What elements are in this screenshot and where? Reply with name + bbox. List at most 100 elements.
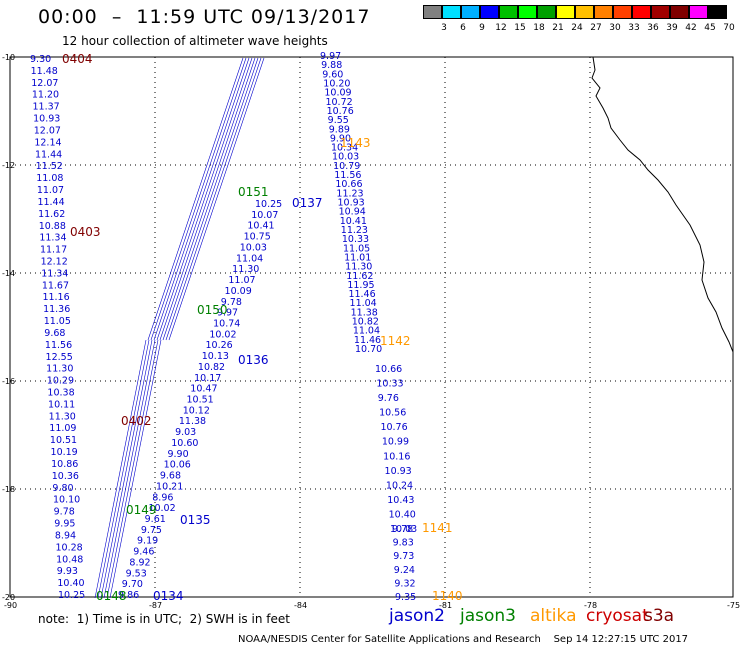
track-line [162, 57, 259, 341]
scale-label: 21 [552, 23, 564, 33]
wave-height-label: 9.03 [175, 427, 196, 438]
wave-height-label: 10.99 [382, 437, 409, 448]
track-line [153, 57, 250, 341]
wave-height-label: 9.32 [394, 578, 415, 589]
wave-height-label: 10.40 [389, 509, 416, 520]
wave-height-label: 11.04 [350, 298, 377, 309]
wave-height-label: 10.94 [339, 207, 366, 218]
wave-height-label: 9.70 [122, 579, 143, 590]
wave-height-label: 10.72 [325, 97, 352, 108]
scale-label: 39 [666, 23, 678, 33]
wave-height-label: 9.95 [54, 519, 75, 530]
wave-height-label: 9.78 [54, 507, 75, 518]
wave-height-label: 11.09 [49, 423, 76, 434]
wave-height-label: 9.93 [57, 566, 78, 577]
lat-label: -20 [2, 593, 15, 602]
wave-height-label: 11.17 [40, 245, 67, 256]
track-id-label: 0151 [238, 185, 269, 199]
wave-height-label: 9.88 [321, 60, 342, 71]
lon-label: -75 [727, 601, 740, 610]
track-id-label: 0136 [238, 353, 269, 367]
track-id-label: 0150 [197, 303, 228, 317]
wave-height-label: 10.48 [56, 554, 83, 565]
page-subtitle: 12 hour collection of altimeter wave hei… [62, 34, 328, 48]
wave-height-label: 9.55 [328, 115, 349, 126]
wave-height-label: 11.95 [347, 280, 374, 291]
wave-height-label: 9.53 [126, 568, 147, 579]
wave-height-label: 10.25 [255, 199, 282, 210]
wave-height-label: 11.56 [334, 170, 361, 181]
scale-swatch [556, 5, 575, 19]
wave-height-label: 10.36 [52, 471, 79, 482]
satellite-legend-item: jason3 [460, 606, 516, 626]
wave-height-label: 9.80 [52, 483, 73, 494]
wave-height-label: 11.52 [36, 161, 63, 172]
wave-height-label: 11.46 [348, 289, 375, 300]
satellite-tracks: 9.3011.4812.0711.2011.3710.9312.0712.141… [30, 51, 463, 603]
wave-height-label: 10.25 [58, 590, 85, 601]
wave-height-label: 10.20 [323, 78, 350, 89]
wave-height-label: 9.73 [393, 551, 414, 562]
wave-height-label: 10.51 [187, 395, 214, 406]
wave-height-label: 10.93 [385, 466, 412, 477]
satellite-legend-item: altika [530, 606, 577, 626]
wave-height-label: 9.97 [320, 51, 341, 62]
wave-height-label: 11.07 [228, 275, 255, 286]
satellite-legend-item: cryosat [586, 606, 649, 626]
wave-height-label: 9.68 [44, 328, 65, 339]
track-line [100, 339, 153, 599]
lon-label: -87 [149, 601, 162, 610]
scale-label: 30 [609, 23, 621, 33]
track-line [150, 57, 247, 341]
wave-height-label: 10.76 [380, 422, 407, 433]
wave-height-label: 10.82 [198, 362, 225, 373]
track-line [94, 339, 147, 599]
track-line [156, 57, 253, 341]
wave-height-label: 11.30 [345, 262, 372, 273]
scale-swatch [537, 5, 556, 19]
scale-label: 24 [571, 23, 583, 33]
wave-height-label: 9.35 [395, 592, 416, 603]
scale-swatch [442, 5, 461, 19]
wave-height-label: 10.21 [156, 481, 183, 492]
wave-height-label: 10.51 [50, 435, 77, 446]
wave-height-label: 10.75 [244, 232, 271, 243]
wave-height-label: 9.90 [330, 133, 351, 144]
scale-swatch [480, 5, 499, 19]
track-line [159, 57, 256, 341]
wave-height-label: 11.16 [42, 292, 69, 303]
scale-swatch [499, 5, 518, 19]
wave-height-label: 10.40 [57, 578, 84, 589]
wave-height-label: 10.03 [240, 242, 267, 253]
wave-height-label: 10.86 [51, 459, 78, 470]
track-id-label: 0403 [70, 225, 101, 239]
page-title: 00:00 – 11:59 UTC 09/13/2017 [38, 6, 371, 28]
lat-label: -14 [2, 269, 15, 278]
track-id-label: 1141 [422, 521, 453, 535]
wave-height-label: 10.33 [376, 379, 403, 390]
scale-swatch [689, 5, 708, 19]
wave-height-label: 9.86 [118, 590, 139, 601]
wave-height-label: 12.14 [34, 137, 61, 148]
wave-height-label: 10.03 [390, 524, 417, 535]
wave-height-label: 12.07 [34, 125, 61, 136]
wave-height-label: 10.56 [379, 408, 406, 419]
wave-height-label: 10.02 [148, 503, 175, 514]
wave-height-label: 9.75 [141, 525, 162, 536]
scale-label: 3 [441, 23, 447, 33]
track-id-label: 1140 [432, 589, 463, 603]
wave-height-label: 10.88 [39, 221, 66, 232]
wave-height-label: 11.34 [41, 268, 68, 279]
wave-height-label: 11.37 [32, 102, 59, 113]
scale-label: 12 [495, 23, 507, 33]
wave-height-label: 11.04 [353, 326, 380, 337]
scale-label: 15 [514, 23, 526, 33]
wave-height-label: 10.76 [327, 106, 354, 117]
wave-height-label: 10.09 [225, 286, 252, 297]
wave-height-label: 9.78 [221, 297, 242, 308]
scale-swatch [632, 5, 651, 19]
wave-height-label: 9.30 [30, 54, 51, 65]
wave-height-label: 10.43 [387, 495, 414, 506]
wave-height-label: 11.34 [39, 233, 66, 244]
